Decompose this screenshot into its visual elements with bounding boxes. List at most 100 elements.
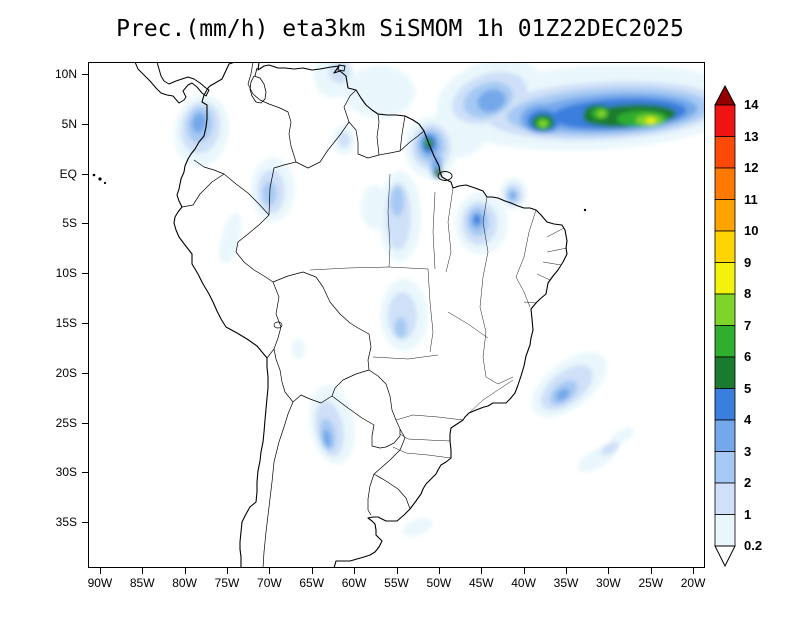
lat-tick	[82, 372, 88, 374]
precip-blob	[609, 427, 635, 446]
colorbar-tick-label: 13	[744, 128, 759, 144]
colorbar-tick-label: 10	[744, 223, 759, 238]
colorbar-tick-label: 2	[744, 475, 752, 490]
lon-tick-label: 25W	[638, 576, 664, 590]
colorbar-tick-label: 7	[744, 317, 752, 333]
lon-tick-label: 20W	[680, 576, 706, 590]
colorbar-tick-label: 9	[744, 254, 752, 270]
map-border	[88, 62, 705, 568]
coastline-south-america	[173, 62, 568, 568]
lon-tick-label: 30W	[596, 576, 621, 590]
galapagos-islands	[92, 173, 107, 185]
precip-shading-layer	[174, 62, 705, 537]
colorbar-tick-label: 5	[744, 380, 752, 396]
lon-tick	[269, 568, 271, 574]
lon-tick	[227, 568, 228, 574]
precip-blob	[390, 186, 405, 217]
lat-tick	[82, 123, 88, 125]
lat-tick	[82, 422, 88, 424]
lat-tick	[82, 223, 88, 225]
lon-tick-label: 85W	[129, 576, 155, 590]
colorbar-tick-label: 11	[744, 191, 758, 207]
lon-tick-label: 40W	[511, 576, 536, 590]
lon-tick-label: 75W	[214, 576, 240, 590]
lat-tick	[82, 273, 88, 275]
colorbar-tick-label: 6	[744, 349, 752, 364]
lon-tick-label: 70W	[257, 576, 282, 590]
lon-tick-label: 65W	[299, 576, 325, 590]
lon-tick	[693, 568, 695, 574]
lat-tick	[82, 472, 88, 474]
precip-blob	[343, 66, 416, 118]
precip-blob	[291, 338, 305, 359]
lat-tick-label: 10S	[55, 266, 77, 281]
precip-blob	[509, 191, 516, 200]
lat-tick-label: 30S	[55, 465, 77, 480]
country-borders	[181, 62, 425, 568]
colorbar-tick-label: 4	[744, 412, 752, 427]
precip-blob	[600, 441, 620, 456]
lon-tick	[311, 568, 313, 574]
trinidad-island	[337, 64, 346, 72]
lon-tick-label: 55W	[384, 576, 409, 590]
island-dot	[92, 173, 96, 177]
lake-titicaca	[273, 321, 283, 329]
lon-tick	[438, 568, 440, 574]
precip-blob	[322, 429, 332, 448]
colorbar-tick-label: 0.2	[744, 538, 763, 553]
lat-tick	[82, 74, 88, 75]
precip-blob	[338, 131, 350, 148]
colorbar-scale	[714, 85, 736, 567]
colorbar-tick-label: 8	[744, 286, 752, 301]
lon-tick	[396, 568, 398, 574]
precip-blob	[262, 181, 277, 206]
lon-tick	[184, 568, 186, 574]
colorbar-under-arrow	[714, 545, 736, 567]
lon-tick	[566, 568, 567, 574]
colorbar-tick-label: 12	[744, 160, 759, 175]
lon-tick	[523, 568, 525, 574]
precip-blob	[403, 518, 433, 537]
lon-tick	[481, 568, 483, 574]
colorbar-tick-label: 14	[744, 97, 759, 112]
marajo-island	[437, 171, 453, 181]
lat-tick-label: EQ	[59, 166, 77, 181]
latitude-axis: 10N 5N EQ 5S 10S 15S 20S 25S 30S 35S	[0, 62, 88, 568]
lake-maracaibo	[249, 67, 267, 104]
lat-tick-label: 5S	[62, 216, 77, 231]
lon-tick-label: 45W	[468, 576, 494, 590]
precip-blob	[219, 213, 242, 264]
lon-tick	[608, 568, 610, 574]
lon-tick-label: 90W	[87, 576, 113, 590]
precip-blob	[360, 185, 389, 230]
lat-tick-label: 10N	[54, 67, 77, 81]
lat-tick-label: 15S	[55, 316, 77, 330]
precip-blob	[394, 317, 407, 338]
precip-blob	[555, 388, 570, 401]
plot-title: Prec.(mm/h) eta3km SiSMOM 1h 01Z22DEC202…	[116, 16, 684, 42]
precip-blob	[645, 117, 656, 124]
lat-tick	[82, 323, 88, 324]
colorbar: 14 13 12 11 10 9 8 7 6 5 4 3 2 1 0.2	[712, 85, 784, 571]
precip-blob	[596, 110, 607, 118]
lat-tick-label: 20S	[55, 365, 77, 380]
lon-tick	[354, 568, 356, 574]
island-dot	[98, 177, 102, 181]
lon-tick-label: 35W	[553, 576, 579, 590]
coastline-central-america	[134, 62, 210, 104]
fernando-de-noronha-island	[583, 208, 587, 212]
map-canvas	[88, 62, 705, 568]
precip-blob	[192, 112, 206, 133]
brazil-state-borders	[309, 173, 568, 459]
colorbar-tick-label: 3	[744, 443, 752, 459]
lat-tick	[82, 173, 88, 175]
lat-tick-label: 25S	[55, 415, 77, 430]
basemap-lines	[92, 62, 587, 568]
lon-tick-label: 60W	[341, 576, 367, 590]
colorbar-labels: 14 13 12 11 10 9 8 7 6 5 4 3 2 1 0.2	[712, 85, 784, 571]
map-frame	[88, 62, 705, 568]
colorbar-tick-label: 1	[744, 506, 752, 522]
lat-tick-label: 35S	[55, 515, 77, 530]
lat-tick	[82, 522, 88, 524]
